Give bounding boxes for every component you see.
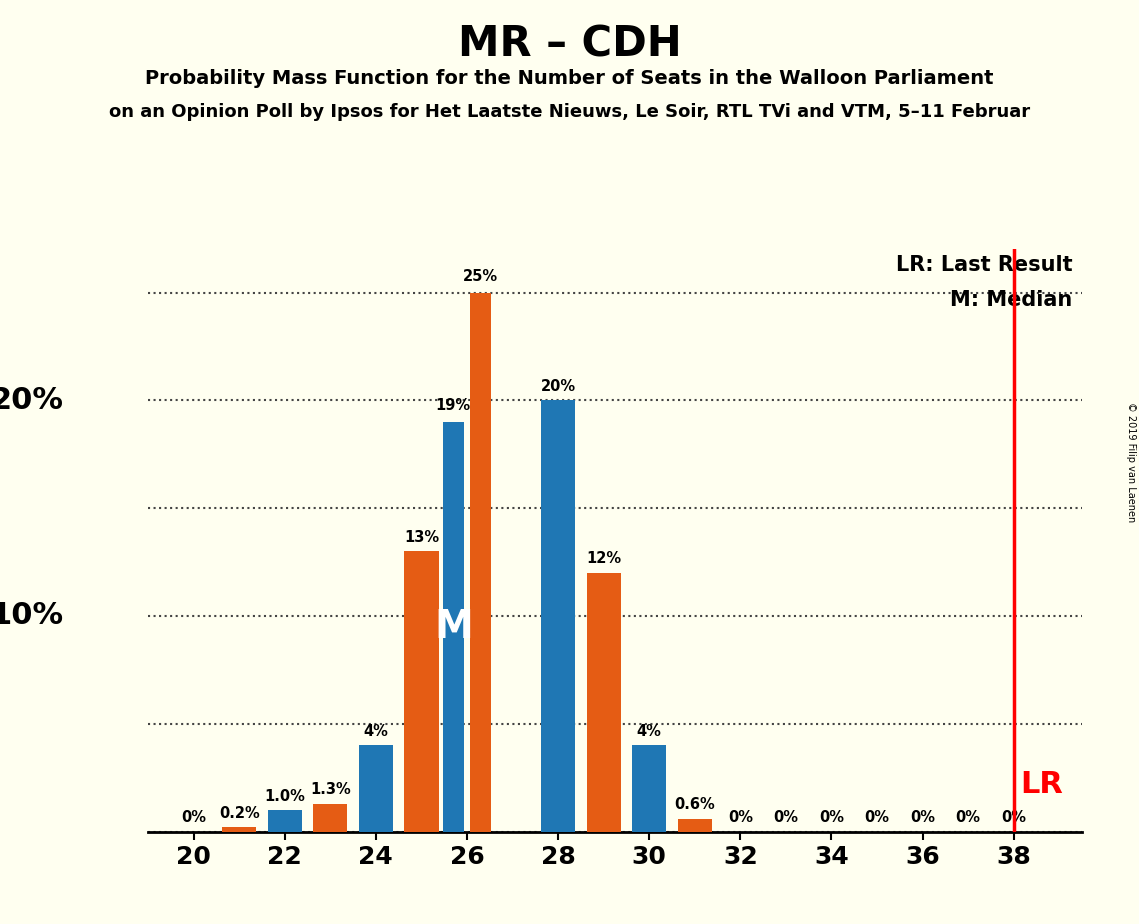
Text: M: M <box>434 608 473 646</box>
Text: 20%: 20% <box>541 379 575 394</box>
Bar <box>541 400 575 832</box>
Bar <box>222 827 256 832</box>
Text: Probability Mass Function for the Number of Seats in the Walloon Parliament: Probability Mass Function for the Number… <box>146 69 993 89</box>
Text: 0%: 0% <box>910 810 935 825</box>
Text: 0%: 0% <box>773 810 798 825</box>
Text: 12%: 12% <box>587 552 621 566</box>
Bar <box>404 552 439 832</box>
Bar <box>268 810 302 832</box>
Text: 1.3%: 1.3% <box>310 782 351 797</box>
Text: M: Median: M: Median <box>950 290 1073 310</box>
Text: 20%: 20% <box>0 386 64 415</box>
Text: 4%: 4% <box>637 723 662 739</box>
Text: 25%: 25% <box>464 269 498 284</box>
Bar <box>313 804 347 832</box>
Text: 19%: 19% <box>436 398 470 413</box>
Text: 0%: 0% <box>1001 810 1026 825</box>
Text: 0.2%: 0.2% <box>219 806 260 821</box>
Text: 0%: 0% <box>181 810 206 825</box>
Text: 10%: 10% <box>0 602 64 630</box>
Bar <box>678 819 712 832</box>
Text: LR: Last Result: LR: Last Result <box>896 255 1073 275</box>
Text: LR: LR <box>1021 771 1064 799</box>
Text: 0%: 0% <box>865 810 890 825</box>
Text: 1.0%: 1.0% <box>264 788 305 804</box>
Text: 4%: 4% <box>363 723 388 739</box>
Bar <box>632 746 666 832</box>
Bar <box>443 422 464 832</box>
Text: 0%: 0% <box>728 810 753 825</box>
Text: on an Opinion Poll by Ipsos for Het Laatste Nieuws, Le Soir, RTL TVi and VTM, 5–: on an Opinion Poll by Ipsos for Het Laat… <box>109 103 1030 121</box>
Text: 13%: 13% <box>404 529 439 545</box>
Text: MR – CDH: MR – CDH <box>458 23 681 65</box>
Bar <box>587 573 621 832</box>
Bar <box>359 746 393 832</box>
Bar <box>470 293 491 832</box>
Text: © 2019 Filip van Laenen: © 2019 Filip van Laenen <box>1126 402 1136 522</box>
Text: 0.6%: 0.6% <box>674 797 715 812</box>
Text: 0%: 0% <box>819 810 844 825</box>
Text: 0%: 0% <box>956 810 981 825</box>
